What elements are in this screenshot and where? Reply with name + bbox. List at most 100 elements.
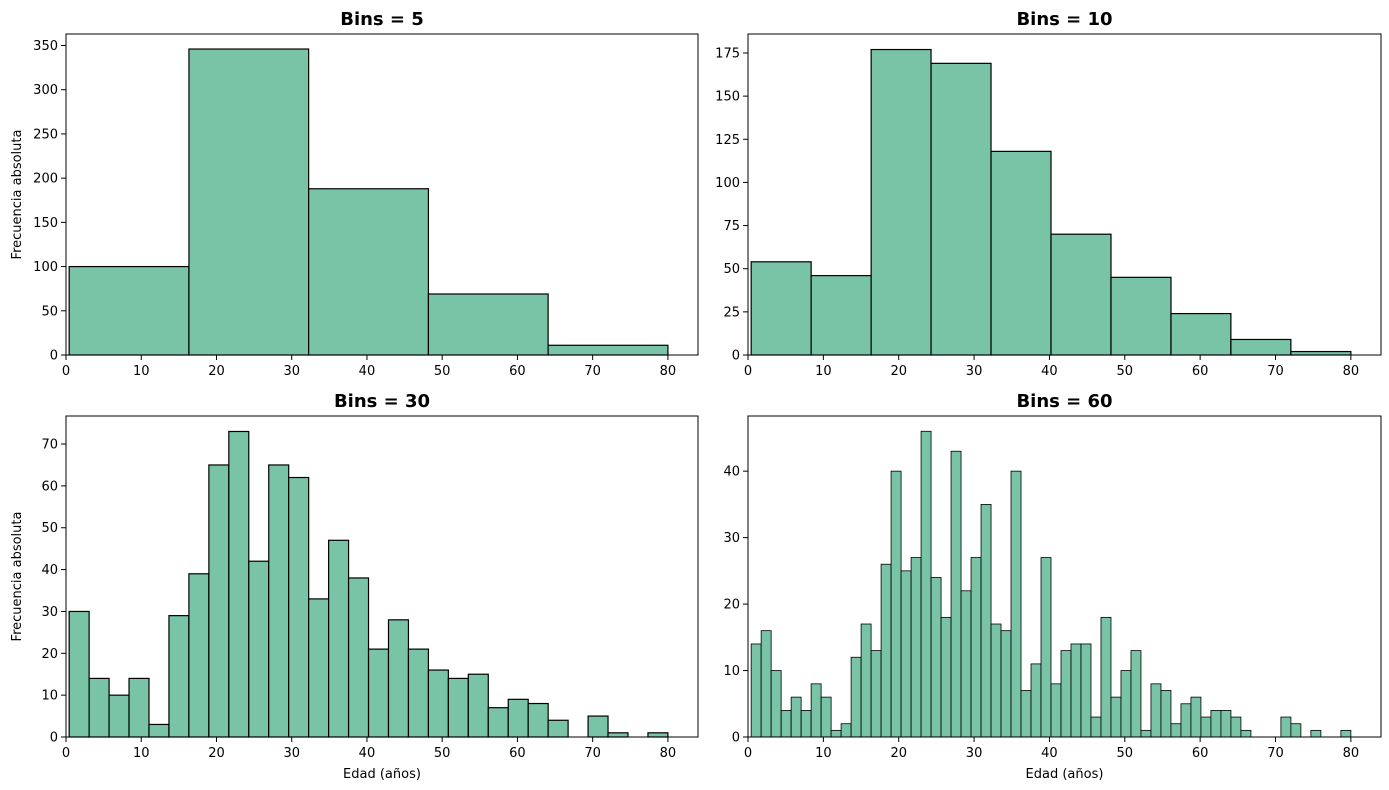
histogram-bar [810, 275, 872, 356]
x-tick-label: 60 [1192, 364, 1209, 379]
histogram-bar [1050, 683, 1062, 738]
axes-frame [747, 33, 1382, 356]
y-tick-label: 30 [723, 531, 740, 546]
x-tick-label: 70 [1267, 746, 1284, 761]
chart-title: Bins = 30 [334, 391, 430, 412]
histogram-bar [900, 570, 912, 738]
histogram-bar [1070, 643, 1082, 738]
histogram-bar [1060, 650, 1072, 738]
histogram-bar [547, 344, 669, 356]
histogram-bar [850, 656, 862, 738]
y-tick-label: 10 [41, 689, 58, 704]
y-tick-label: 50 [723, 262, 740, 277]
chart-title: Bins = 5 [340, 9, 424, 30]
histogram-bar [1010, 470, 1022, 738]
histogram-bar [1310, 729, 1322, 738]
histogram-bar [870, 48, 932, 356]
histogram-bar [68, 610, 90, 738]
histogram-bar [88, 677, 110, 738]
axes-frame [65, 33, 699, 356]
y-tick-label: 75 [723, 219, 740, 234]
histogram-bar [128, 677, 150, 738]
histogram-bar [890, 470, 902, 738]
panel-bins-5: 0 10 20 30 40 50 60 70 80 0 50 100 150 200 250 300 350 Bi… [10, 9, 699, 379]
chart-title: Bins = 10 [1016, 9, 1112, 30]
x-tick-label: 60 [509, 746, 526, 761]
histogram-bar [1030, 663, 1042, 738]
histogram-bar [487, 707, 509, 738]
histogram-bar [347, 577, 370, 738]
histogram-bar [607, 732, 629, 738]
histogram-bar [1050, 233, 1112, 356]
x-tick-label: 40 [1041, 746, 1058, 761]
histogram-bar [188, 48, 310, 356]
y-tick-label: 10 [723, 664, 740, 679]
x-tick-label: 80 [1343, 746, 1360, 761]
histogram-bar [1290, 350, 1352, 356]
x-tick-label: 0 [744, 364, 752, 379]
x-tick-label: 30 [966, 364, 983, 379]
histogram-bar [830, 729, 842, 738]
histogram-bar [910, 557, 922, 738]
x-tick-label: 80 [1343, 364, 1360, 379]
x-tick-label: 50 [434, 364, 451, 379]
x-tick-label: 10 [133, 746, 150, 761]
x-tick-label: 0 [744, 746, 752, 761]
histogram-bar [427, 669, 449, 738]
histogram-bar [427, 293, 549, 356]
y-tick-label: 30 [41, 605, 58, 620]
histogram-bar [1160, 690, 1172, 738]
histogram-bar [1230, 338, 1292, 356]
x-tick-label: 70 [1267, 364, 1284, 379]
histogram-bar [268, 464, 290, 738]
x-tick-label: 10 [133, 364, 150, 379]
x-tick-label: 80 [660, 746, 677, 761]
histogram-bar [760, 630, 772, 738]
histogram-bar [547, 719, 569, 738]
y-tick-label: 20 [41, 647, 58, 662]
histogram-bar [860, 623, 872, 738]
histogram-bar [960, 590, 972, 738]
histogram-bar [387, 619, 410, 738]
y-tick-label: 70 [41, 438, 58, 453]
x-tick-label: 70 [584, 746, 601, 761]
panel-bins-60: 0 10 20 30 40 50 60 70 80 0 10 20 30 40 Bins = 60 Edad … [723, 391, 1382, 782]
histogram-bar [447, 677, 469, 738]
y-tick-label: 0 [50, 349, 58, 364]
x-tick-label: 10 [815, 364, 832, 379]
histogram-bar [780, 710, 792, 738]
x-tick-label: 50 [434, 746, 451, 761]
y-tick-label: 175 [715, 46, 740, 61]
histogram-bar [920, 430, 932, 738]
x-tick-label: 20 [890, 364, 907, 379]
histogram-bar [840, 723, 852, 738]
histogram-bar [168, 615, 190, 738]
histogram-bar [930, 577, 942, 738]
y-tick-label: 350 [33, 39, 58, 54]
x-tick-label: 0 [62, 746, 70, 761]
x-tick-label: 60 [1192, 746, 1209, 761]
x-tick-label: 40 [359, 364, 376, 379]
histogram-bar [980, 503, 992, 738]
axes-frame [747, 415, 1382, 738]
histogram-bar [467, 673, 489, 738]
histogram-bar [870, 650, 882, 738]
histogram-bar [507, 698, 529, 738]
x-tick-label: 60 [509, 364, 526, 379]
histogram-bar [248, 560, 270, 738]
histogram-bar [1170, 312, 1232, 356]
histogram-bar [800, 710, 812, 738]
x-tick-label: 0 [62, 364, 70, 379]
histogram-bar [1040, 557, 1052, 738]
histogram-bar [750, 261, 812, 356]
histogram-bar [1240, 729, 1252, 738]
x-axis-label: Edad (años) [343, 767, 421, 782]
histogram-bar [1230, 716, 1242, 738]
x-tick-label: 80 [660, 364, 677, 379]
histogram-bar [1110, 276, 1172, 356]
histogram-bar [1220, 710, 1232, 738]
histogram-bar [308, 598, 330, 738]
y-tick-label: 25 [723, 305, 740, 320]
histogram-bar [1020, 690, 1032, 738]
histogram-bar [1190, 696, 1202, 738]
